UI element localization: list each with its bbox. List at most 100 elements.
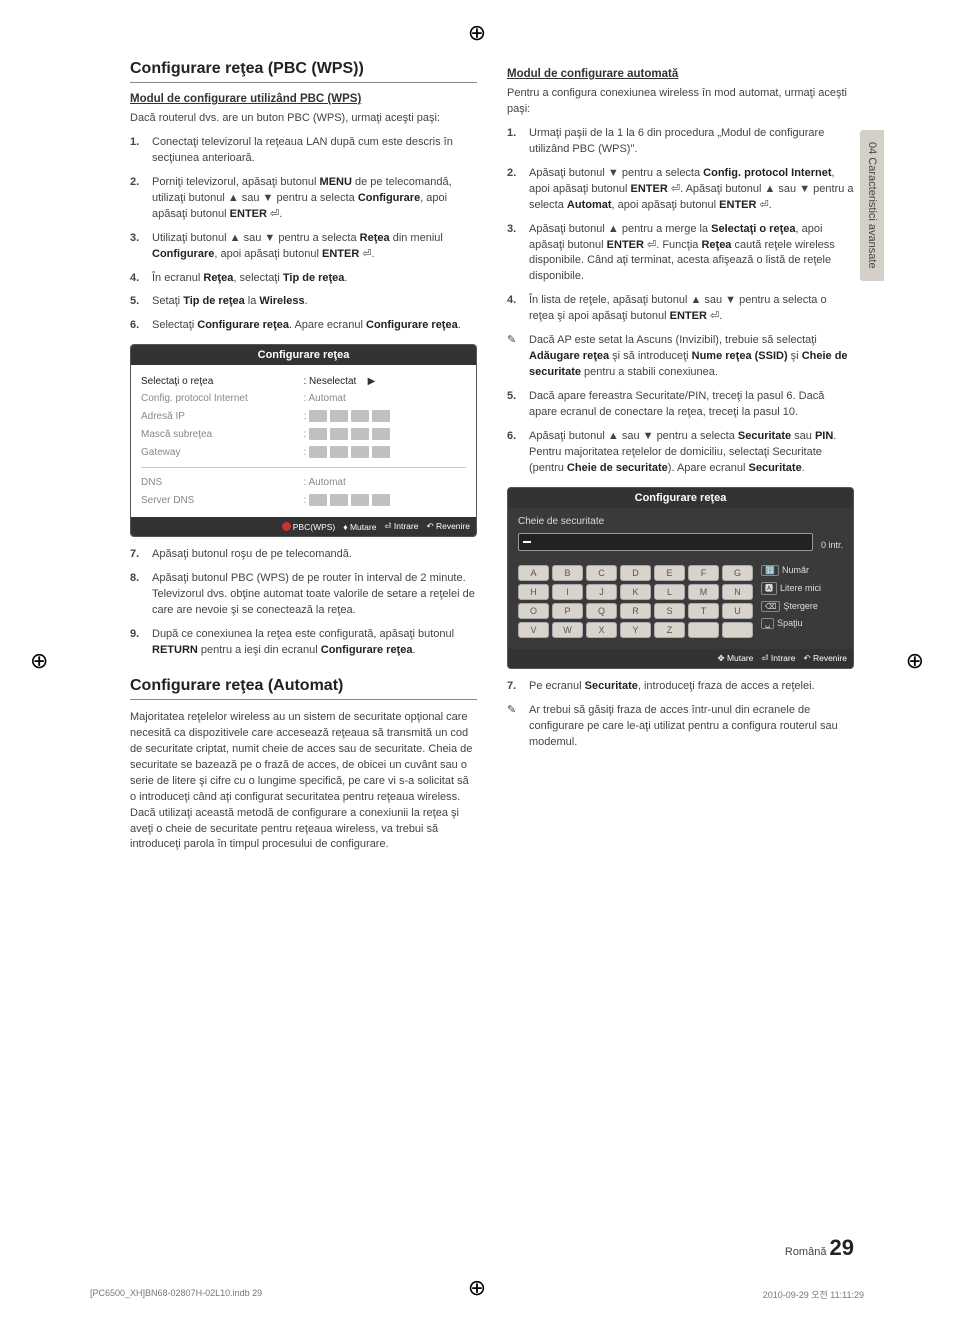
panel-title: Configurare reţea — [131, 345, 476, 365]
panel-row: Adresă IP: — [141, 407, 466, 425]
footer-hint: PBC(WPS) — [282, 522, 336, 532]
keyboard-key[interactable]: X — [586, 622, 617, 638]
network-config-panel: Configurare reţea Selectaţi o reţea: Nes… — [130, 344, 477, 537]
footer-lang: Română — [785, 1246, 827, 1258]
registration-mark-left: ⊕ — [30, 648, 48, 674]
content-columns: Configurare reţea (PBC (WPS)) Modul de c… — [130, 60, 884, 861]
security-key-input[interactable] — [518, 533, 813, 551]
step-item: 5.Dacă apare fereastra Securitate/PIN, t… — [507, 389, 854, 421]
onscreen-keyboard: ABCDEFG HIJKLMN OPQRSTU VWXYZ 🔢 Număr 🅰 Lite… — [518, 565, 843, 641]
steps-auto-3: 7.Pe ecranul Securitate, introduceţi fra… — [507, 679, 854, 695]
right-column: Modul de configurare automată Pentru a c… — [507, 60, 884, 861]
panel-row: DNS: Automat — [141, 474, 466, 491]
print-date: 2010-09-29 오전 11:11:29 — [763, 1288, 864, 1301]
step-item: 3.Apăsaţi butonul ▲ pentru a merge la Se… — [507, 222, 854, 286]
note-text: Dacă AP este setat la Ascuns (Invizibil)… — [529, 334, 848, 378]
char-counter: 0 intr. — [821, 540, 843, 550]
keyboard-key[interactable]: B — [552, 565, 583, 581]
panel-row: Config. protocol Internet: Automat — [141, 390, 466, 407]
keyboard-key[interactable]: T — [688, 603, 719, 619]
keyboard-key[interactable]: V — [518, 622, 549, 638]
step-item: 4.În ecranul Reţea, selectaţi Tip de reţ… — [130, 271, 477, 287]
keyboard-key[interactable]: F — [688, 565, 719, 581]
keyboard-key[interactable]: S — [654, 603, 685, 619]
keyboard-key[interactable]: N — [722, 584, 753, 600]
keyboard-row: VWXYZ — [518, 622, 753, 638]
footer-hint: ⏎ Intrare — [761, 653, 795, 664]
note-icon: ✎ — [507, 333, 516, 349]
panel2-footer: ✥ Mutare ⏎ Intrare ↶ Revenire — [508, 649, 853, 668]
heading-rule-2 — [130, 699, 477, 700]
heading-auto: Configurare reţea (Automat) — [130, 677, 477, 695]
footer-hint: ↶ Revenire — [426, 521, 470, 532]
footer-hint: ✥ Mutare — [717, 653, 753, 664]
step-item: 8.Apăsaţi butonul PBC (WPS) de pe router… — [130, 571, 477, 619]
footer-hint: ↶ Revenire — [803, 653, 847, 664]
panel-row: Selectaţi o reţea: Neselectat ▶ — [141, 373, 466, 390]
para-auto: Majoritatea reţelelor wireless au un sis… — [130, 710, 477, 853]
keyboard-key[interactable]: M — [688, 584, 719, 600]
keyboard-key[interactable]: O — [518, 603, 549, 619]
security-key-label: Cheie de securitate — [518, 516, 843, 527]
step-item: 1.Urmaţi paşii de la 1 la 6 din procedur… — [507, 126, 854, 158]
steps-pbc-cont: 7.Apăsaţi butonul roşu de pe telecomandă… — [130, 547, 477, 659]
step-item: 6.Apăsaţi butonul ▲ sau ▼ pentru a selec… — [507, 429, 854, 477]
keyboard-key[interactable]: J — [586, 584, 617, 600]
keyboard-side-option[interactable]: 🅰 Litere mici — [761, 582, 843, 595]
keyboard-key[interactable]: Z — [654, 622, 685, 638]
footer-hint: ⏎ Intrare — [384, 521, 418, 532]
keyboard-key[interactable]: L — [654, 584, 685, 600]
keyboard-key[interactable] — [688, 622, 719, 638]
heading-pbc-wps: Configurare reţea (PBC (WPS)) — [130, 60, 477, 78]
keyboard-key[interactable]: I — [552, 584, 583, 600]
registration-mark-top: ⊕ — [468, 20, 486, 46]
keyboard-key[interactable]: U — [722, 603, 753, 619]
keyboard-key[interactable]: G — [722, 565, 753, 581]
keyboard-side-option[interactable]: ⌫ Ştergere — [761, 601, 843, 612]
heading-rule — [130, 82, 477, 83]
note-icon: ✎ — [507, 703, 516, 719]
page-number: 29 — [830, 1235, 854, 1260]
keyboard-key[interactable]: P — [552, 603, 583, 619]
step-item: 4.În lista de reţele, apăsaţi butonul ▲ … — [507, 293, 854, 325]
step-item: 1.Conectaţi televizorul la reţeaua LAN d… — [130, 135, 477, 167]
print-file: [PC6500_XH]BN68-02807H-02L10.indb 29 — [90, 1288, 262, 1301]
step-item: 2.Porniţi televizorul, apăsaţi butonul M… — [130, 175, 477, 223]
step-item: 2.Apăsaţi butonul ▼ pentru a selecta Con… — [507, 166, 854, 214]
panel2-body: Cheie de securitate 0 intr. ABCDEFG HIJKL… — [508, 508, 853, 649]
intro-auto-mode: Pentru a configura conexiunea wireless î… — [507, 86, 854, 118]
security-key-panel: Configurare reţea Cheie de securitate 0 … — [507, 487, 854, 669]
panel-body: Selectaţi o reţea: Neselectat ▶Config. p… — [131, 365, 476, 517]
note-text: Ar trebui să găsiţi fraza de acces într-… — [529, 704, 838, 748]
subhead-auto-mode: Modul de configurare automată — [507, 68, 854, 80]
registration-mark-right: ⊕ — [906, 648, 924, 674]
step-item: 7.Apăsaţi butonul roşu de pe telecomandă… — [130, 547, 477, 563]
keyboard-side-option[interactable]: ␣ Spaţiu — [761, 618, 843, 629]
keyboard-key[interactable]: K — [620, 584, 651, 600]
panel-row: Mască subreţea: — [141, 425, 466, 443]
note-hidden-ap: ✎ Dacă AP este setat la Ascuns (Invizibi… — [507, 333, 854, 381]
keyboard-row: HIJKLMN — [518, 584, 753, 600]
keyboard-key[interactable]: Q — [586, 603, 617, 619]
keyboard-row: OPQRSTU — [518, 603, 753, 619]
keyboard-key[interactable]: W — [552, 622, 583, 638]
footer-hint: ♦ Mutare — [343, 522, 376, 532]
panel2-title: Configurare reţea — [508, 488, 853, 508]
keyboard-key[interactable]: R — [620, 603, 651, 619]
keyboard-key[interactable]: E — [654, 565, 685, 581]
keyboard-key[interactable]: D — [620, 565, 651, 581]
keyboard-key[interactable]: H — [518, 584, 549, 600]
steps-auto-2: 5.Dacă apare fereastra Securitate/PIN, t… — [507, 389, 854, 477]
keyboard-side-option[interactable]: 🔢 Număr — [761, 565, 843, 576]
step-item: 6.Selectaţi Configurare reţea. Apare ecr… — [130, 318, 477, 334]
keyboard-key[interactable]: A — [518, 565, 549, 581]
intro-pbc: Dacă routerul dvs. are un buton PBC (WPS… — [130, 111, 477, 127]
step-item: 3.Utilizaţi butonul ▲ sau ▼ pentru a sel… — [130, 231, 477, 263]
step-item: 9.După ce conexiunea la reţea este confi… — [130, 627, 477, 659]
left-column: Configurare reţea (PBC (WPS)) Modul de c… — [130, 60, 477, 861]
keyboard-key[interactable] — [722, 622, 753, 638]
keyboard-key[interactable]: C — [586, 565, 617, 581]
keyboard-key[interactable]: Y — [620, 622, 651, 638]
page-footer: Română 29 — [785, 1235, 854, 1261]
panel-footer: PBC(WPS) ♦ Mutare ⏎ Intrare ↶ Revenire — [131, 517, 476, 536]
